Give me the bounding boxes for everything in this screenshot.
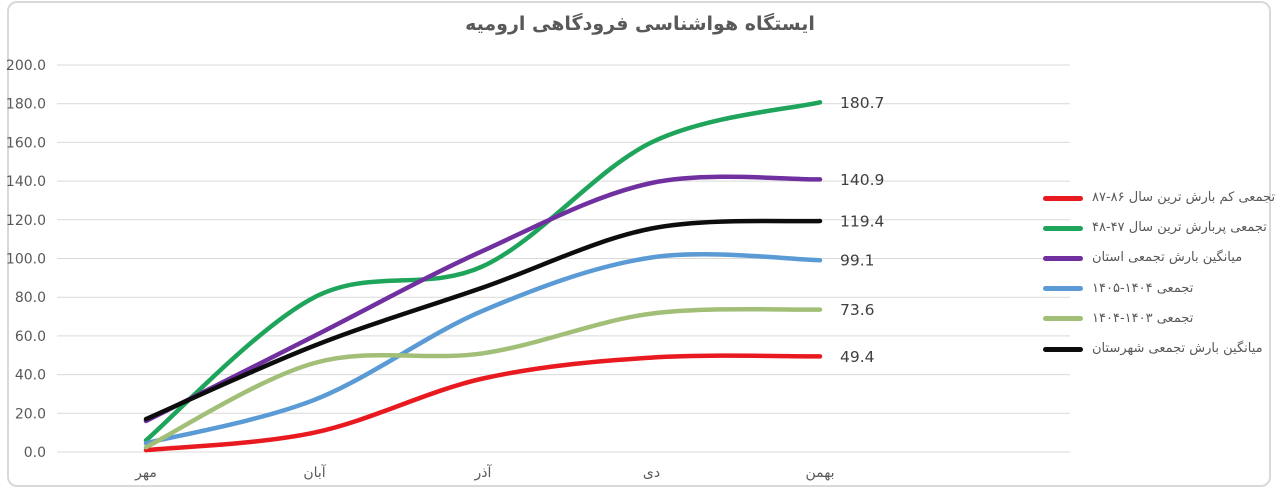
x-axis-label: دی [643, 465, 660, 481]
x-axis-label: آذر [474, 464, 493, 481]
data-label: 140.9 [840, 171, 884, 189]
y-tick-label: 80.0 [15, 290, 46, 306]
y-tick-label: 120.0 [6, 213, 46, 229]
series-line-1 [143, 353, 823, 453]
y-tick-label: 200.0 [6, 58, 46, 74]
series-end-data-labels: 49.4 180.7 140.9 99.1 73.6 119.4 [840, 94, 884, 366]
y-tick-label: 100.0 [6, 252, 46, 268]
y-tick-label: 60.0 [15, 329, 46, 345]
data-label: 99.1 [840, 252, 875, 270]
y-axis-tick-labels: 0.0 20.0 40.0 60.0 80.0 100.0 120.0 140.0 160.0 1… [6, 58, 46, 461]
series-line-4 [143, 252, 823, 446]
y-tick-label: 0.0 [24, 445, 46, 461]
series-line-2 [143, 100, 823, 443]
data-label: 180.7 [840, 94, 884, 112]
series-line-3 [143, 174, 823, 424]
x-axis-label: مهر [134, 465, 157, 481]
x-axis-label: آبان [303, 464, 326, 481]
y-tick-label: 20.0 [15, 406, 46, 422]
chart-title: ایستگاه هواشناسی فرودگاهی ارومیه [465, 13, 815, 35]
series-line-5 [143, 306, 823, 450]
data-label: 119.4 [840, 213, 884, 231]
series-lines [143, 100, 823, 453]
x-axis-label: بهمن [805, 465, 834, 481]
series-line-6 [143, 218, 823, 422]
y-tick-label: 180.0 [6, 97, 46, 113]
gridlines [57, 64, 1070, 453]
y-tick-label: 40.0 [15, 368, 46, 384]
x-axis-category-labels: مهر آبان آذر دی بهمن [134, 464, 834, 481]
y-tick-label: 160.0 [6, 135, 46, 151]
y-tick-label: 140.0 [6, 174, 46, 190]
data-label: 73.6 [840, 301, 875, 319]
data-label: 49.4 [840, 348, 875, 366]
